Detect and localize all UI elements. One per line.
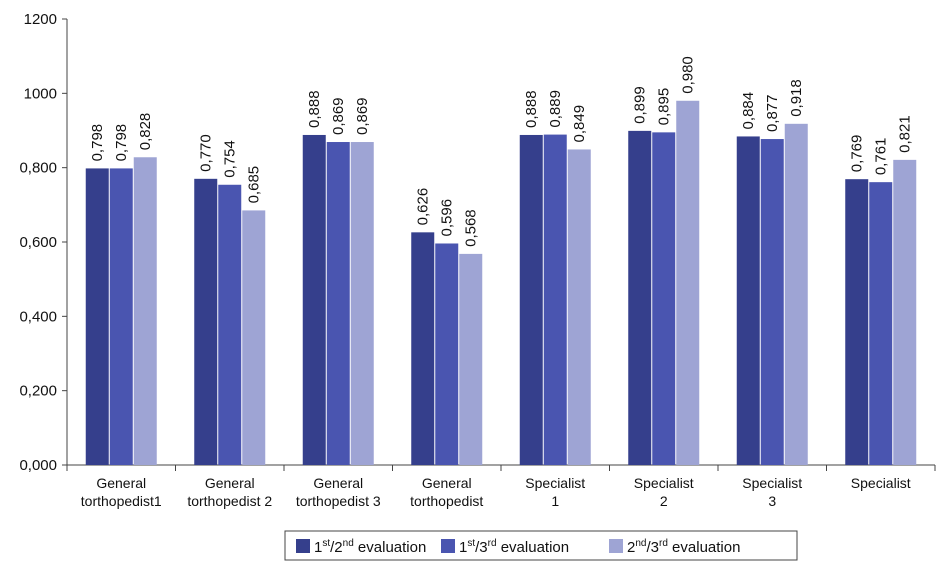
bar [628, 130, 652, 465]
legend-entry-label: 2nd/3rd evaluation [627, 538, 740, 556]
bar-data-label: 0,596 [439, 199, 456, 237]
bar-data-label: 0,980 [680, 56, 697, 94]
legend-swatch [609, 539, 623, 553]
legend-entry-label: 1st/2nd evaluation [314, 538, 426, 556]
bar [893, 159, 917, 465]
bar [459, 253, 483, 465]
bar [302, 134, 326, 465]
bar-data-label: 0,895 [656, 88, 673, 126]
x-category-label: General torthopedist [410, 475, 483, 509]
bar-data-label: 0,888 [523, 90, 540, 128]
bar-data-label: 0,685 [246, 166, 263, 204]
bar-data-label: 0,828 [137, 113, 154, 151]
x-category-label: General torthopedist1 [81, 475, 162, 509]
bar [194, 178, 218, 466]
bar-data-label: 0,877 [764, 95, 781, 133]
bar-data-label: 0,869 [354, 97, 371, 135]
bar-data-label: 0,798 [113, 124, 130, 162]
legend-swatch [296, 539, 310, 553]
bar [326, 142, 350, 465]
bar-data-label: 0,770 [198, 134, 215, 172]
bar-data-label: 0,899 [632, 86, 649, 124]
bar-data-label: 0,869 [330, 97, 347, 135]
bar-data-label: 0,889 [547, 90, 564, 128]
x-category-label: Specialist 2 [634, 475, 694, 509]
y-tick-label: 0,600 [19, 234, 57, 251]
y-tick-label: 0,400 [19, 308, 57, 325]
chart-data-labels: 0,798 0,770 0,888 0,626 0,888 0,899 0,884 0,769… [89, 56, 914, 247]
bar [567, 149, 591, 465]
bar [869, 182, 893, 465]
x-category-label: Specialist [851, 475, 911, 491]
bar-data-label: 0,761 [873, 138, 890, 176]
bar [760, 139, 784, 465]
bar-data-label: 0,884 [740, 92, 757, 130]
x-category-label: Specialist 1 [525, 475, 585, 509]
bar [784, 123, 808, 465]
bar [435, 243, 459, 465]
bar [109, 168, 133, 465]
legend-entry-label: 1st/3rd evaluation [459, 538, 569, 556]
y-tick-label: 1000 [24, 85, 57, 102]
x-category-label: General torthopedist 2 [187, 475, 272, 509]
chart-legend: 1st/2nd evaluation 1st/3rd evaluation 2nd/… [284, 530, 798, 561]
bar-data-label: 0,626 [415, 188, 432, 226]
bar [736, 136, 760, 466]
bar-data-label: 0,888 [306, 90, 323, 128]
bar [543, 134, 567, 466]
bar-data-label: 0,754 [222, 140, 239, 178]
y-tick-label: 0,800 [19, 160, 57, 177]
chart-axes: 0,000 0,200 0,400 0,600 0,800 1000 1200 General… [19, 11, 936, 509]
x-category-label: General torthopedist 3 [296, 475, 381, 509]
bar [218, 184, 242, 465]
y-tick-label: 1200 [24, 11, 57, 28]
bar-data-label: 0,918 [788, 79, 805, 117]
bar [350, 142, 374, 465]
x-category-label: Specialist 3 [742, 475, 802, 509]
bar [85, 168, 109, 465]
bar [652, 132, 676, 465]
bar-data-label: 0,769 [849, 135, 866, 173]
bar-data-label: 0,568 [463, 209, 480, 247]
bar [845, 179, 869, 465]
legend-swatch [441, 539, 455, 553]
legend-box [284, 530, 798, 561]
bar [519, 134, 543, 465]
y-tick-label: 0,200 [19, 383, 57, 400]
chart-bars [85, 100, 917, 466]
bar-data-label: 0,798 [89, 124, 106, 162]
bar [133, 157, 157, 465]
bar [242, 210, 266, 465]
bar-data-label: 0,821 [897, 115, 914, 153]
bar [676, 100, 700, 466]
bar-data-label: 0,849 [571, 105, 588, 143]
y-tick-label: 0,000 [19, 457, 57, 474]
bar [411, 232, 435, 465]
